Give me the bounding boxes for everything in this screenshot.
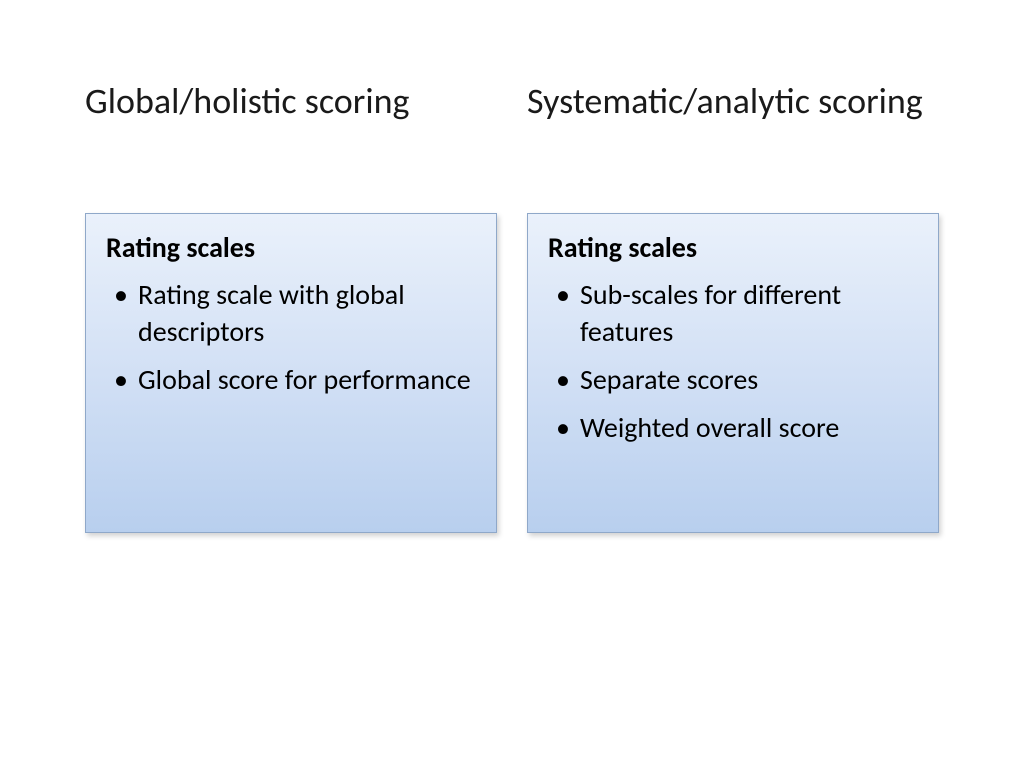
- right-bullet-list: Sub-scales for different features Separa…: [548, 277, 918, 447]
- left-column: Global/holistic scoring Rating scales Ra…: [85, 80, 497, 533]
- left-bullet-list: Rating scale with global descriptors Glo…: [106, 277, 476, 398]
- right-card: Rating scales Sub-scales for different f…: [527, 213, 939, 533]
- list-item: Separate scores: [548, 362, 918, 398]
- list-item: Rating scale with global descriptors: [106, 277, 476, 350]
- left-card: Rating scales Rating scale with global d…: [85, 213, 497, 533]
- right-card-title: Rating scales: [548, 230, 918, 265]
- left-heading: Global/holistic scoring: [85, 80, 497, 123]
- list-item: Sub-scales for different features: [548, 277, 918, 350]
- right-column: Systematic/analytic scoring Rating scale…: [527, 80, 939, 533]
- slide-columns: Global/holistic scoring Rating scales Ra…: [85, 80, 939, 533]
- list-item: Global score for performance: [106, 362, 476, 398]
- left-card-title: Rating scales: [106, 230, 476, 265]
- right-heading: Systematic/analytic scoring: [527, 80, 939, 123]
- list-item: Weighted overall score: [548, 410, 918, 446]
